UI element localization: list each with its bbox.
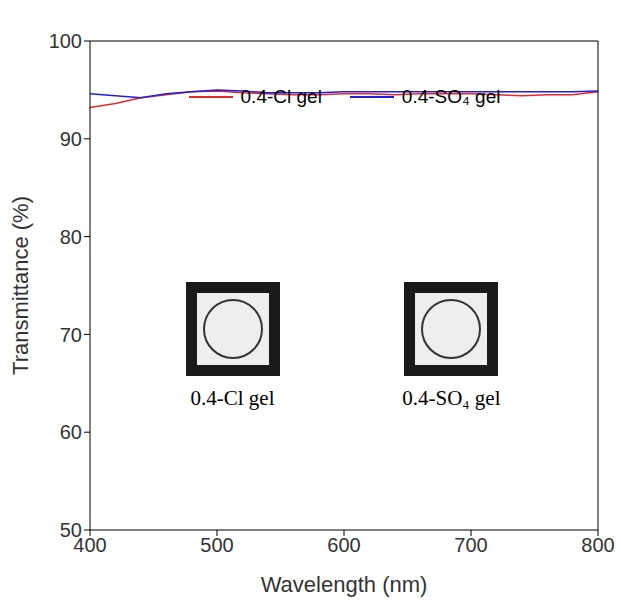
svg-text:100: 100 (49, 30, 82, 52)
svg-text:600: 600 (327, 534, 360, 556)
svg-text:Transmittance (%): Transmittance (%) (8, 196, 33, 375)
svg-text:400: 400 (73, 534, 107, 557)
svg-text:80: 80 (60, 226, 82, 248)
html-text:0.4-Cl gel: 0.4-Cl gel (240, 86, 322, 107)
svg-text:60: 60 (60, 421, 82, 443)
svg-text:Wavelength (nm): Wavelength (nm) (261, 572, 428, 597)
svg-text:700: 700 (454, 534, 487, 556)
svg-text:70: 70 (60, 324, 82, 346)
svg-text:800: 800 (581, 534, 614, 556)
html-text:0.4-SO₄ gel: 0.4-SO₄ gel (401, 86, 501, 107)
html-text:0.4-Cl gel: 0.4-Cl gel (190, 386, 275, 410)
svg-text:500: 500 (200, 534, 233, 556)
svg-text:50: 50 (60, 519, 82, 541)
html-text:0.4-SO₄ gel: 0.4-SO₄ gel (402, 386, 501, 410)
svg-text:90: 90 (60, 128, 82, 150)
